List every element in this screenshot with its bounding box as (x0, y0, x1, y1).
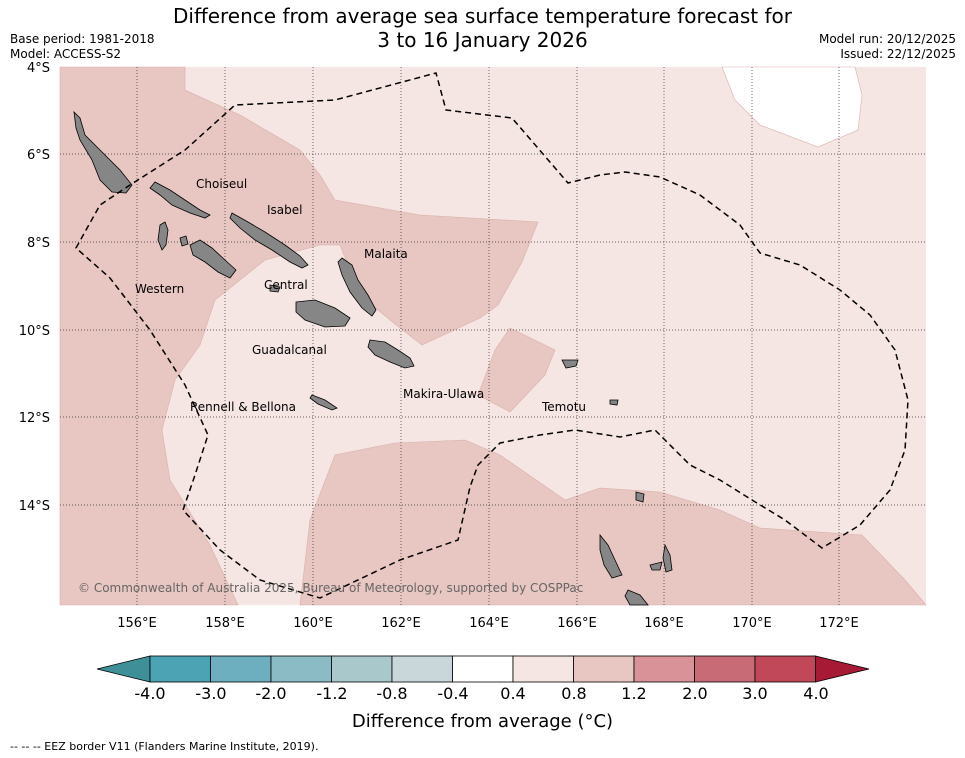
eez-legend: -- -- -- EEZ border V11 (Flanders Marine… (10, 740, 319, 753)
gridlines (60, 67, 926, 605)
shade-neutral (721, 66, 863, 148)
region-makira-ulawa: Makira-Ulawa (403, 387, 484, 401)
cbar-tick-1: -3.0 (195, 684, 227, 703)
lat-label-10s: 10°S (19, 324, 50, 339)
cbar-segment-3 (270, 655, 332, 683)
model-name: Model: ACCESS-S2 (10, 47, 122, 61)
lon-label-158e: 158°E (205, 616, 245, 631)
island-santa-cruz (561, 359, 579, 369)
lat-label-8s: 8°S (27, 236, 50, 251)
cbar-segment-9 (633, 655, 695, 683)
island-guadalcanal (295, 299, 351, 328)
cbar-tick-10: 3.0 (742, 684, 768, 703)
region-choiseul: Choiseul (196, 177, 247, 191)
island-vanuatu-5 (649, 561, 663, 571)
meta-left: Base period: 1981-2018 Model: ACCESS-S2 (10, 32, 155, 62)
eez-border (75, 72, 909, 599)
lat-label-14s: 14°S (19, 499, 50, 514)
chart-title: Difference from average sea surface temp… (0, 4, 965, 52)
cbar-segment-10 (694, 655, 756, 683)
region-central: Central (264, 278, 308, 292)
model-run: Model run: 20/12/2025 (818, 32, 956, 46)
cbar-tick-2: -2.0 (255, 684, 287, 703)
cbar-segment-7 (512, 655, 574, 683)
cbar-tick-6: 0.4 (500, 684, 526, 703)
title-line-1: Difference from average sea surface temp… (172, 4, 792, 28)
island-small-west (179, 235, 189, 247)
cbar-tick-3: -1.2 (316, 684, 348, 703)
cbar-tick-9: 2.0 (682, 684, 708, 703)
region-labels: Choiseul Isabel Malaita Western Central … (135, 177, 586, 414)
copyright-notice: © Commonwealth of Australia 2025, Bureau… (78, 581, 583, 595)
base-period: Base period: 1981-2018 (10, 32, 155, 46)
island-vella (157, 221, 169, 251)
lon-label-166e: 166°E (557, 616, 597, 631)
colorbar-title: Difference from average (°C) (351, 711, 614, 732)
islands (73, 110, 673, 606)
island-new-georgia (189, 239, 237, 279)
island-malaita (337, 257, 377, 317)
cbar-segment-4 (331, 655, 393, 683)
issued-date: Issued: 22/12/2025 (840, 47, 956, 61)
lat-label-6s: 6°S (27, 148, 50, 163)
cbar-segment-5 (391, 655, 453, 683)
lat-label-12s: 12°S (19, 411, 50, 426)
cbar-extend-low (96, 655, 151, 683)
latitude-labels: 4°S 6°S 8°S 10°S 12°S 14°S (19, 61, 50, 514)
cbar-tick-11: 4.0 (803, 684, 829, 703)
cbar-tick-7: 0.8 (561, 684, 587, 703)
lon-label-172e: 172°E (819, 616, 859, 631)
island-nggela (269, 284, 281, 293)
island-vanikoro (609, 399, 619, 406)
island-vanuatu-2 (624, 589, 649, 606)
lon-label-164e: 164°E (469, 616, 509, 631)
cbar-segment-1 (149, 655, 211, 683)
longitude-labels: 156°E 158°E 160°E 162°E 164°E 166°E 168°… (117, 616, 859, 631)
region-rennell-bellona: Rennell & Bellona (190, 400, 296, 414)
cbar-segment-2 (210, 655, 272, 683)
cbar-segment-6 (452, 655, 514, 683)
cbar-segment-11 (754, 655, 816, 683)
island-rennell (309, 394, 338, 411)
cbar-tick-0: -4.0 (134, 684, 166, 703)
title-line-2: 3 to 16 January 2026 (377, 28, 588, 52)
island-choiseul (149, 181, 211, 219)
lon-label-156e: 156°E (117, 616, 157, 631)
region-isabel: Isabel (267, 203, 302, 217)
island-vanuatu-4 (635, 491, 645, 503)
island-vanuatu-north (599, 533, 623, 579)
cbar-tick-8: 1.2 (621, 684, 647, 703)
region-malaita: Malaita (364, 247, 408, 261)
region-guadalcanal: Guadalcanal (252, 343, 327, 357)
island-makira (367, 339, 415, 369)
shade-south (299, 439, 927, 606)
island-choiseul-group (73, 110, 133, 194)
lon-label-160e: 160°E (293, 616, 333, 631)
lon-label-168e: 168°E (644, 616, 684, 631)
meta-right: Model run: 20/12/2025 Issued: 22/12/2025 (819, 32, 956, 62)
island-vanuatu-3 (662, 543, 673, 573)
cbar-extend-high (815, 655, 870, 683)
cbar-tick-5: -0.4 (437, 684, 469, 703)
colorbar (96, 655, 870, 683)
region-temotu: Temotu (541, 400, 586, 414)
cbar-segment-8 (573, 655, 635, 683)
lon-label-162e: 162°E (381, 616, 421, 631)
lon-label-170e: 170°E (732, 616, 772, 631)
island-isabel (229, 212, 309, 269)
lat-label-4s: 4°S (27, 61, 50, 76)
shade-central (477, 327, 556, 413)
region-western: Western (135, 282, 184, 296)
cbar-tick-4: -0.8 (376, 684, 408, 703)
